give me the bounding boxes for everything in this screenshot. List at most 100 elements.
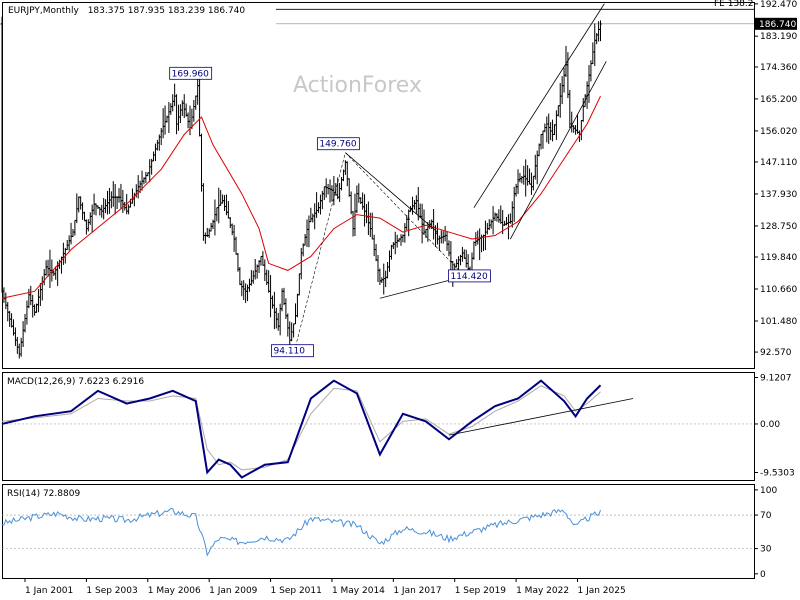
ohlc-bar xyxy=(176,104,180,131)
ohlc-bar xyxy=(292,323,296,338)
ohlc-bar xyxy=(537,143,541,157)
price-y-tick-label: 128.750 xyxy=(760,222,797,232)
ohlc-bar xyxy=(376,255,380,283)
price-annotations: 169.960 149.760 114.420 94.110 xyxy=(169,66,491,358)
price-y-tick-label: 101.480 xyxy=(760,317,797,327)
ohlc-bar xyxy=(203,232,207,244)
macd-lines xyxy=(1,379,634,479)
ohlc-bar xyxy=(223,195,227,212)
ohlc-bar xyxy=(21,321,25,348)
price-y-tick-label: 92.570 xyxy=(760,348,792,358)
ohlc-bar xyxy=(230,223,234,236)
ohlc-bar xyxy=(175,94,179,135)
ohlc-bar xyxy=(107,187,111,214)
annotation-box xyxy=(448,269,491,283)
ohlc-bar xyxy=(276,312,280,331)
price-trendlines xyxy=(295,3,607,347)
ohlc-bar xyxy=(152,151,156,162)
price-y-tick-label: 174.360 xyxy=(760,63,797,73)
ohlc-bar xyxy=(77,196,81,213)
ohlc-bar xyxy=(269,275,273,318)
ohlc-bar xyxy=(115,196,119,210)
ohlc-bar xyxy=(6,301,10,322)
x-tick-label: 1 Sep 2003 xyxy=(86,586,137,596)
symbol-label: EURJPY,Monthly xyxy=(8,6,79,16)
ohlc-bar xyxy=(109,191,113,209)
ohlc-bar xyxy=(117,188,121,203)
ohlc-bar xyxy=(36,289,40,313)
ohlc-bar xyxy=(44,260,48,276)
ohlc-bar xyxy=(364,204,368,224)
ohlc-bar xyxy=(201,183,205,241)
ohlc-bar xyxy=(234,236,238,255)
trendline xyxy=(473,3,605,208)
ohlc-bar xyxy=(497,209,501,223)
ohlc-bar xyxy=(514,183,518,197)
ohlc-bar xyxy=(295,293,299,318)
price-y-tick-label: 137.930 xyxy=(760,190,797,200)
rsi-panel-frame xyxy=(2,484,755,579)
price-y-tick-label: 110.660 xyxy=(760,285,797,295)
price-annotation: 169.960 xyxy=(169,66,213,80)
ohlc-bar xyxy=(272,291,276,330)
ohlc-bar xyxy=(200,133,204,192)
ohlc-bar xyxy=(407,209,411,237)
x-axis: 1 Jan 2001 1 Sep 2003 1 May 2006 1 Jan 2009… xyxy=(24,578,626,596)
ohlc-bar xyxy=(148,159,152,183)
ohlc-bar xyxy=(244,283,248,303)
annotation-box xyxy=(169,66,213,80)
ohlc-bar xyxy=(249,270,253,286)
ohlc-bar xyxy=(420,203,424,244)
ohlc-bar xyxy=(558,83,562,118)
fe-label: FE 138.2 xyxy=(714,0,754,9)
ohlc-bar xyxy=(464,249,468,268)
price-y-tick-label: 119.840 xyxy=(760,253,797,263)
ohlc-bar xyxy=(518,173,522,183)
ohlc-bar xyxy=(529,172,533,195)
ohlc-bar xyxy=(387,250,391,272)
ohlc-bar xyxy=(512,186,516,222)
ohlc-bar xyxy=(173,83,177,107)
ohlc-bar xyxy=(472,241,476,260)
macd-y-axis: 9.1207 0.00 -9.5303 xyxy=(2,373,795,479)
ohlc-bar xyxy=(303,233,307,246)
ohlc-bar xyxy=(405,215,409,231)
ohlc-bar xyxy=(414,195,418,214)
ohlc-bar xyxy=(242,280,246,301)
annotation-label: 169.960 xyxy=(172,69,209,79)
price-y-tick-label: 147.110 xyxy=(760,158,797,168)
ohlc-bar xyxy=(144,171,148,184)
ohlc-bar xyxy=(478,228,482,261)
ohlc-bar xyxy=(226,201,230,219)
ohlc-bar xyxy=(505,216,509,226)
rsi-y-tick-label: 70 xyxy=(760,511,772,521)
ohlc-bar xyxy=(33,304,37,316)
rsi-y-tick-label: 0 xyxy=(760,570,766,580)
ohlc-bar xyxy=(522,165,526,185)
ohlc-bar xyxy=(531,175,535,191)
ohlc-bar xyxy=(213,199,217,236)
price-annotation: 114.420 xyxy=(448,269,491,283)
ohlc-bar xyxy=(163,105,167,135)
ohlc-bar xyxy=(340,177,344,191)
x-tick-label: 1 May 2014 xyxy=(332,586,385,596)
ohlc-bar xyxy=(562,67,566,93)
price-y-axis: 192.470 183.190 174.360 165.200 156.020 147.1… xyxy=(276,0,797,358)
ohlc-bar xyxy=(483,220,487,251)
ohlc-bar xyxy=(221,194,225,204)
trendline xyxy=(509,61,607,240)
ohlc-bar xyxy=(10,313,14,328)
ohlc-bar xyxy=(460,246,464,262)
annotation-box xyxy=(316,137,360,151)
annotation-label: 149.760 xyxy=(319,140,356,150)
ohlc-bar xyxy=(198,77,202,137)
ohlc-bar xyxy=(71,228,75,238)
ohlc-bar xyxy=(432,208,436,240)
ohlc-bar xyxy=(104,199,108,214)
ohlc-bar xyxy=(188,105,192,136)
ohlc-bar xyxy=(545,116,549,143)
ohlc-bar xyxy=(84,219,88,235)
ohlc-bar xyxy=(579,120,583,141)
ohlc-bar xyxy=(570,111,574,133)
ohlc-bar xyxy=(389,244,393,260)
